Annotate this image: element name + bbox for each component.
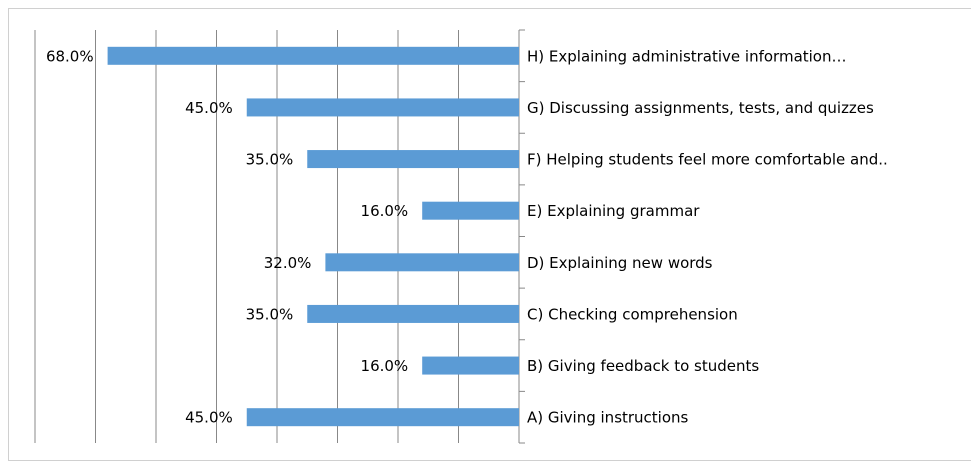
data-label: 45.0% (185, 409, 233, 427)
bar (107, 46, 519, 65)
bar (307, 150, 519, 169)
bar (307, 304, 519, 323)
data-label: 35.0% (246, 305, 294, 323)
y-tick-label: F) Helping students feel more comfortabl… (527, 151, 888, 169)
y-tick-label: C) Checking comprehension (527, 305, 738, 323)
data-label: 16.0% (361, 357, 409, 375)
y-tick-label: H) Explaining administrative information… (527, 47, 847, 65)
y-tick-label: A) Giving instructions (527, 409, 689, 427)
data-label: 16.0% (361, 202, 409, 220)
data-label: 32.0% (264, 254, 312, 272)
data-label: 45.0% (185, 99, 233, 117)
bar (325, 253, 519, 272)
data-label: 68.0% (46, 47, 94, 65)
data-label: 35.0% (246, 151, 294, 169)
bar (246, 98, 519, 117)
y-tick-label: E) Explaining grammar (527, 202, 700, 220)
bar (422, 356, 519, 375)
y-tick-label: G) Discussing assignments, tests, and qu… (527, 99, 874, 117)
y-tick-label: B) Giving feedback to students (527, 357, 759, 375)
y-tick-label: D) Explaining new words (527, 254, 713, 272)
bar (246, 408, 519, 427)
chart-border (8, 8, 971, 461)
bar (422, 201, 519, 220)
